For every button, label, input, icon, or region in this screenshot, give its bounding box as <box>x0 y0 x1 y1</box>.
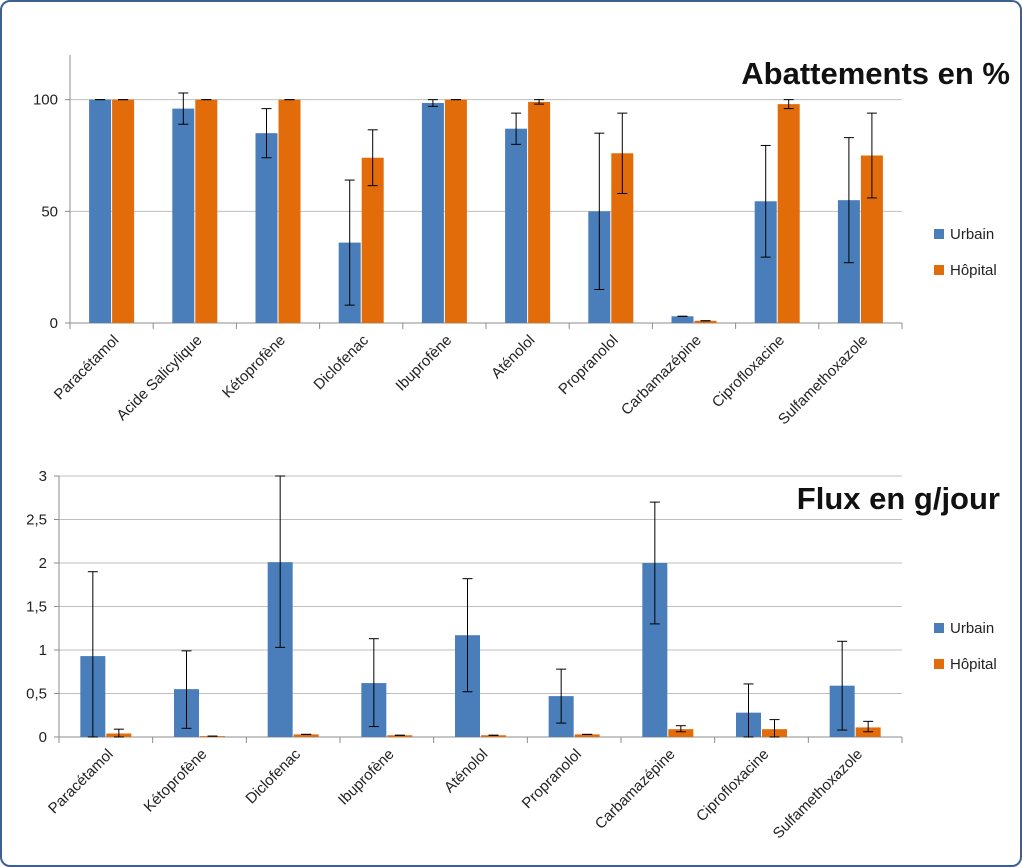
chart1-y-tick-label: 0 <box>50 315 58 332</box>
chart2-category-label: Aténolol <box>441 746 491 796</box>
chart1-bar-urbain <box>255 133 278 323</box>
chart2-y-tick-label: 0,5 <box>26 686 47 703</box>
chart1-bar-hopital <box>444 99 467 324</box>
chart1-bar-hopital <box>528 101 551 324</box>
chart2-category-label: Ibuprofène <box>335 746 398 809</box>
chart2-legend-swatch-hopital <box>934 659 944 669</box>
chart1-y-tick-label: 100 <box>33 92 58 109</box>
chart1-bar-hopital <box>777 104 800 323</box>
chart1-bar-urbain <box>505 128 528 323</box>
chart2-y-tick-label: 2 <box>39 555 47 572</box>
chart2-bar-hopital <box>481 735 506 737</box>
chart2-bar-hopital <box>387 735 413 737</box>
chart2-y-tick-label: 2,5 <box>26 512 47 529</box>
chart2-legend-swatch-urbain <box>934 623 944 633</box>
chart2-bar-hopital <box>668 729 694 737</box>
chart1-bar-urbain <box>671 316 694 323</box>
chart2-legend-label-hopital: Hôpital <box>950 656 997 673</box>
chart2-category-label: Diclofenac <box>242 745 304 807</box>
chart1-legend-swatch-hopital <box>934 265 944 275</box>
chart1-bar-hopital <box>195 99 218 324</box>
chart1-category-label: Ciprofloxacine <box>709 332 788 411</box>
chart2-category-label: Carbamazépine <box>592 746 679 833</box>
chart2-bar-hopital <box>574 734 600 737</box>
chart1-bar-hopital <box>611 153 634 323</box>
chart2-category-label: Propranolol <box>519 746 585 812</box>
chart2-legend-label-urbain: Urbain <box>950 620 994 637</box>
chart1-bar-urbain <box>172 108 195 323</box>
chart1-bar-hopital <box>694 320 717 323</box>
chart1-legend-label-urbain: Urbain <box>950 226 994 243</box>
chart1-legend-swatch-urbain <box>934 229 944 239</box>
chart2-y-tick-label: 1,5 <box>26 599 47 616</box>
chart2-bar-hopital <box>293 734 319 737</box>
chart1-category-label: Carbamazépine <box>618 332 705 419</box>
chart1-bar-urbain <box>754 201 777 323</box>
chart1-bar-hopital <box>278 99 301 324</box>
chart2-category-label: Paracétamol <box>45 746 117 818</box>
chart1-category-label: Kétoprofène <box>219 332 289 402</box>
chart2-category-label: Kétoprofène <box>141 746 211 816</box>
chart1-category-label: Aténolol <box>488 332 538 382</box>
chart2-y-tick-label: 3 <box>39 468 47 485</box>
chart1-bar-urbain <box>89 99 112 324</box>
chart2-category-label: Ciprofloxacine <box>693 746 772 825</box>
chart1-bar-hopital <box>361 157 384 323</box>
chart1-category-label: Sulfamethoxazole <box>775 332 871 428</box>
chart1-bar-hopital <box>860 155 883 323</box>
chart1-y-tick-label: 50 <box>41 203 58 220</box>
chart1-category-label: Ibuprofène <box>392 332 455 395</box>
chart2-category-label: Sulfamethoxazole <box>770 746 866 842</box>
chart1-category-label: Acide Salicylique <box>113 332 205 424</box>
chart2-title: Flux en g/jour <box>797 481 1000 516</box>
chart1-legend-label-hopital: Hôpital <box>950 262 997 279</box>
chart1-bar-hopital <box>112 99 135 324</box>
chart1-category-label: Propranolol <box>555 332 621 398</box>
chart1-bar-urbain <box>421 103 444 324</box>
chart2-y-tick-label: 0 <box>39 729 47 746</box>
chart1-title: Abattements en % <box>741 56 1010 91</box>
chart1-category-label: Paracétamol <box>51 332 123 404</box>
chart2-y-tick-label: 1 <box>39 642 47 659</box>
chart1-category-label: Diclofenac <box>310 331 372 393</box>
